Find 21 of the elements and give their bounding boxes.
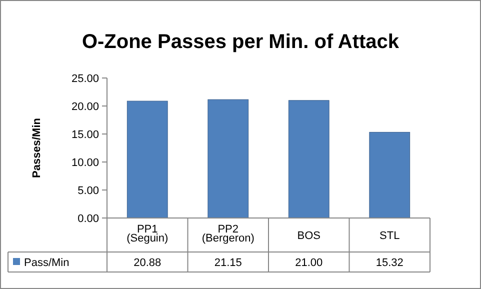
bar (208, 99, 249, 218)
x-tick-label: PP2 (Bergeron) (202, 223, 254, 244)
y-axis-title: Passes/Min (31, 118, 43, 178)
x-tick-label: STL (380, 230, 400, 242)
data-label: 21.15 (214, 256, 242, 269)
y-tick-label: 10.00 (71, 156, 99, 169)
y-tick-label: 5.00 (78, 184, 99, 197)
data-label: 21.00 (295, 256, 323, 269)
x-tick-label: PP1 (Seguin) (126, 223, 168, 244)
bar (369, 132, 410, 218)
bar (288, 100, 330, 218)
y-tick-label: 25.00 (71, 72, 99, 85)
y-tick-label: 15.00 (71, 128, 99, 141)
y-tick-label: 20.00 (71, 100, 99, 113)
x-tick-label: BOS (297, 230, 320, 242)
legend-label: Pass/Min (24, 256, 70, 269)
data-label: 15.32 (376, 256, 404, 269)
data-label: 20.88 (134, 256, 162, 269)
bar (126, 100, 168, 218)
y-tick-label: 0.00 (78, 212, 99, 225)
chart-title: O-Zone Passes per Min. of Attack (82, 31, 400, 53)
